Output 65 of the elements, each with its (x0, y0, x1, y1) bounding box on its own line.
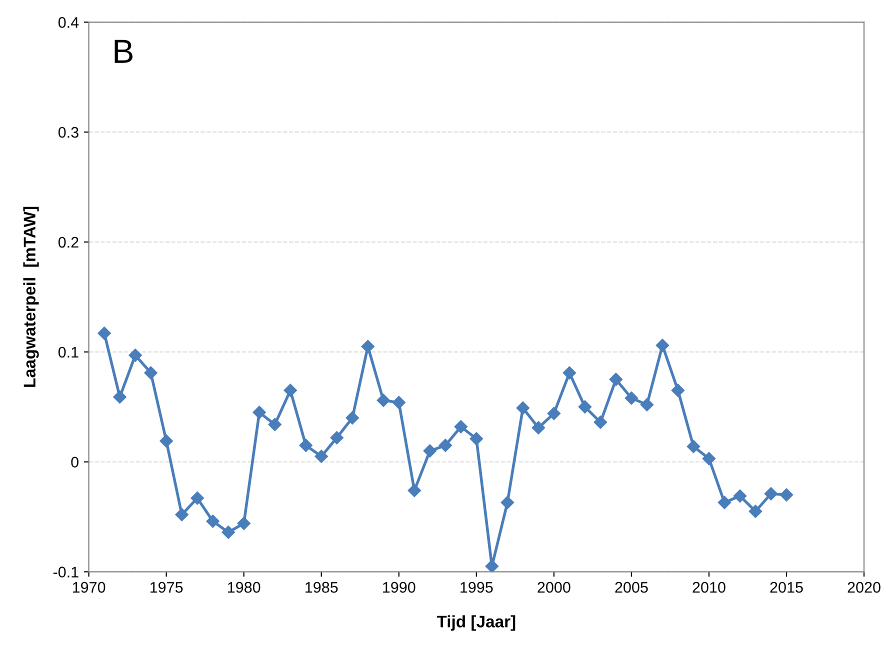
x-tick-label: 2020 (848, 582, 880, 593)
point (671, 384, 685, 398)
x-tick-label: 2000 (538, 582, 570, 593)
x-tick-label: 1970 (72, 582, 106, 593)
point (609, 372, 623, 386)
point (314, 450, 328, 463)
point (470, 432, 483, 446)
x-tick-label: 2005 (615, 582, 648, 593)
point (438, 438, 452, 452)
point (686, 440, 700, 454)
point (485, 560, 499, 572)
x-tick-label: 1995 (460, 582, 493, 593)
point (268, 418, 282, 432)
point (392, 396, 406, 410)
annotation: B (114, 40, 133, 63)
point (206, 514, 220, 528)
point (547, 406, 561, 420)
point (346, 411, 359, 424)
point (222, 526, 235, 539)
point (175, 508, 188, 522)
point (532, 421, 546, 434)
point (330, 431, 344, 444)
x-tick-label: 1975 (150, 582, 183, 593)
point (718, 496, 732, 510)
point (640, 398, 654, 412)
point (454, 420, 468, 434)
x-tick-label: 1980 (228, 582, 260, 593)
point (128, 348, 142, 362)
point (516, 401, 530, 415)
y-axis-title: Laagwaterpeil [mTAW] (23, 206, 39, 387)
point (423, 444, 436, 458)
point (733, 489, 747, 503)
point (656, 338, 670, 352)
x-axis-title: Tijd [Jaar] (436, 615, 516, 631)
point (299, 438, 312, 452)
point (764, 487, 778, 500)
point (190, 492, 204, 505)
point (624, 392, 638, 405)
y-tick-label: 0.4 (58, 17, 79, 28)
x-tick-label: 2010 (692, 582, 726, 593)
point (702, 452, 716, 466)
point (500, 496, 514, 510)
y-tick-label: 0.1 (58, 346, 78, 358)
point (780, 488, 794, 502)
point (144, 366, 158, 380)
point (361, 340, 374, 354)
x-tick-label: 1985 (306, 582, 338, 593)
point (98, 326, 111, 340)
point (160, 434, 173, 448)
point (376, 394, 390, 407)
x-tick-label: 1990 (383, 582, 416, 593)
point (284, 384, 297, 398)
point (252, 406, 266, 419)
x-tick-label: 2015 (770, 582, 803, 593)
y-tick-label: 0.3 (58, 126, 78, 138)
point (408, 484, 421, 498)
y-tick-label: -0.1 (53, 566, 78, 578)
point (237, 516, 250, 530)
point (748, 504, 762, 518)
point (113, 390, 126, 404)
point (562, 366, 576, 380)
y-tick-label: 0.2 (58, 236, 78, 248)
point (578, 400, 592, 414)
y-tick-label: 0 (71, 456, 78, 468)
point (594, 416, 608, 429)
